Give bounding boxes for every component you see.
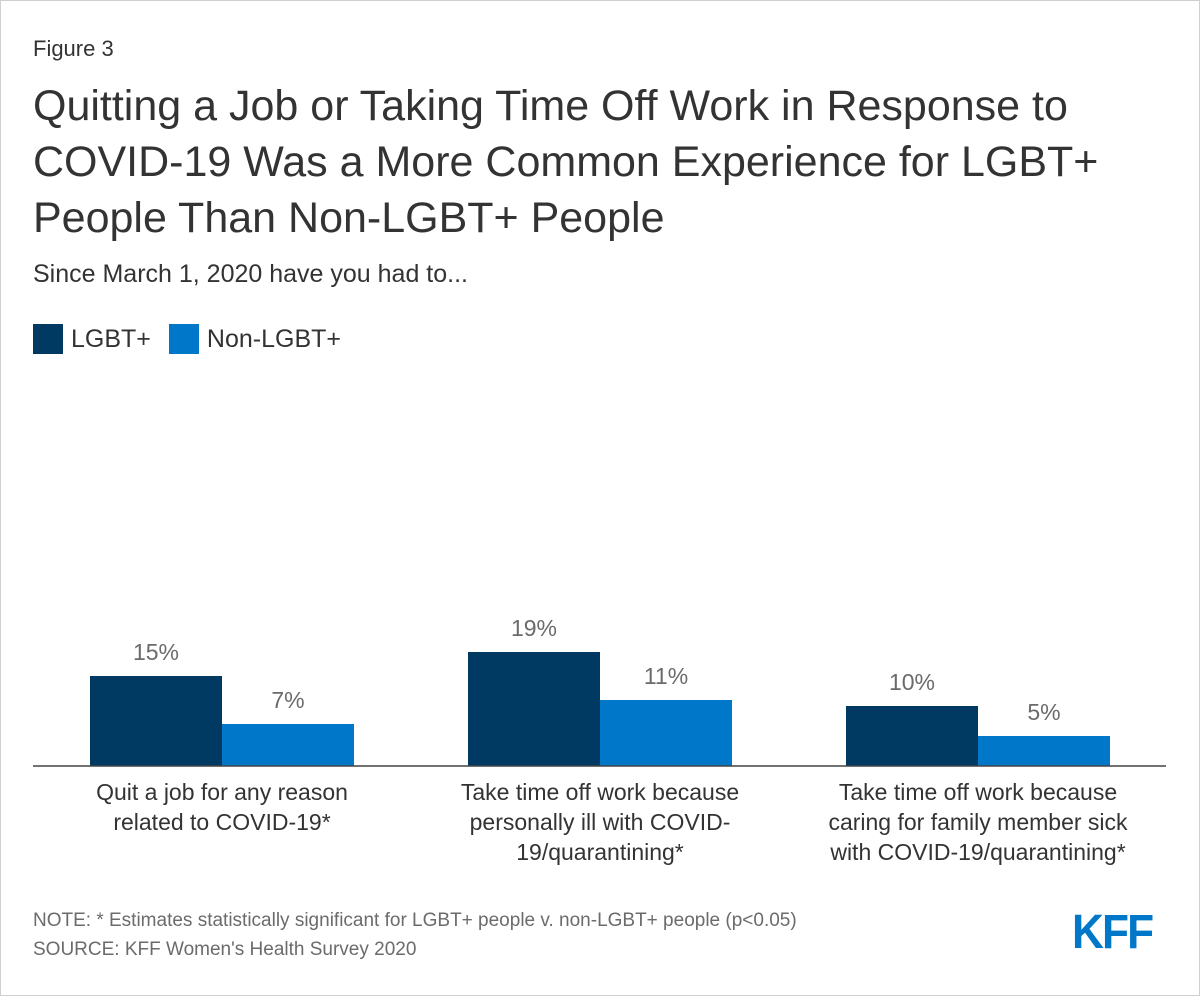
bar-lgbt-1 bbox=[90, 676, 222, 766]
category-label-2-line-1: Take time off work because bbox=[461, 779, 739, 805]
bar-non-lgbt-3 bbox=[978, 736, 1110, 766]
legend-label-lgbt: LGBT+ bbox=[71, 324, 151, 353]
category-label-3-line-1: Take time off work because bbox=[839, 779, 1117, 805]
data-label-non-lgbt-3: 5% bbox=[1027, 699, 1060, 725]
bar-lgbt-3 bbox=[846, 706, 978, 766]
kff-logo: KFF bbox=[1072, 906, 1154, 959]
bar-lgbt-2 bbox=[468, 652, 600, 766]
category-label-1-line-1: Quit a job for any reason bbox=[96, 779, 348, 805]
bar-non-lgbt-2 bbox=[600, 700, 732, 766]
data-label-lgbt-2: 19% bbox=[511, 615, 557, 641]
legend: LGBT+ Non-LGBT+ bbox=[33, 324, 359, 354]
legend-swatch-lgbt bbox=[33, 324, 63, 354]
data-label-lgbt-1: 15% bbox=[133, 639, 179, 665]
source-text: SOURCE: KFF Women's Health Survey 2020 bbox=[33, 939, 417, 960]
legend-label-non-lgbt: Non-LGBT+ bbox=[206, 324, 341, 353]
category-label-2-line-3: 19/quarantining* bbox=[516, 839, 684, 865]
figure-label: Figure 3 bbox=[33, 36, 114, 61]
category-label-3-line-2: caring for family member sick bbox=[828, 809, 1128, 835]
data-label-lgbt-3: 10% bbox=[889, 669, 935, 695]
bar-non-lgbt-1 bbox=[222, 724, 354, 766]
category-label-1-line-2: related to COVID-19* bbox=[113, 809, 330, 835]
note-text: NOTE: * Estimates statistically signific… bbox=[33, 910, 797, 931]
data-label-non-lgbt-1: 7% bbox=[271, 687, 304, 713]
chart-title: Quitting a Job or Taking Time Off Work i… bbox=[33, 82, 1099, 242]
category-label-2-line-2: personally ill with COVID- bbox=[470, 809, 731, 835]
footnote: NOTE: * Estimates statistically signific… bbox=[33, 906, 797, 964]
legend-swatch-non-lgbt bbox=[168, 324, 199, 354]
category-label-3-line-3: with COVID-19/quarantining* bbox=[829, 839, 1125, 865]
data-label-non-lgbt-2: 11% bbox=[644, 663, 688, 689]
chart-subtitle: Since March 1, 2020 have you had to... bbox=[33, 260, 468, 288]
